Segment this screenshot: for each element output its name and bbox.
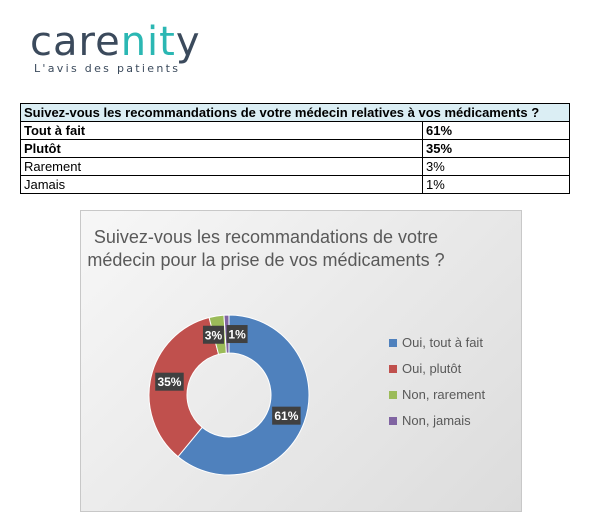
data-label-text: 1% [228, 328, 246, 342]
legend-label: Oui, plutôt [402, 361, 462, 376]
data-label-text: 35% [157, 375, 181, 389]
data-label-box [155, 372, 184, 391]
table-row: Jamais 1% [20, 175, 570, 194]
donut-slice-non-jamais [223, 314, 230, 354]
data-labels: 61% 35% 3% 1% [155, 325, 301, 425]
table-header-row: Suivez-vous les recommandations de votre… [20, 103, 570, 122]
legend-swatch [389, 391, 397, 399]
row-value: 3% [422, 157, 570, 176]
row-value: 61% [422, 121, 570, 140]
row-label: Plutôt [20, 139, 423, 158]
legend-item-non-jamais: Non, jamais [389, 413, 471, 428]
logo-word-right: y [175, 19, 201, 65]
row-label: Jamais [20, 175, 423, 194]
legend-item-oui-plutot: Oui, plutôt [389, 361, 462, 376]
data-label-non-jamais: 1% [226, 325, 248, 344]
table-row: Tout à fait 61% [20, 121, 570, 140]
logo-wordmark: carenity [30, 18, 201, 66]
table-row: Plutôt 35% [20, 139, 570, 158]
chart-title-line-1: Suivez-vous les recommandations de votre [94, 227, 438, 247]
donut-chart: Suivez-vous les recommandations de votre… [80, 210, 522, 512]
row-value: 1% [422, 175, 570, 194]
logo-word-left: care [30, 19, 121, 65]
logo-word-mid: nit [120, 19, 176, 65]
row-label: Tout à fait [20, 121, 423, 140]
data-label-non-rarement: 3% [202, 325, 224, 344]
chart-svg: Suivez-vous les recommandations de votre… [87, 227, 485, 476]
legend-swatch [389, 417, 397, 425]
table-question: Suivez-vous les recommandations de votre… [20, 103, 570, 122]
data-label-box [272, 406, 301, 425]
chart-title-line-2: médecin pour la prise de vos médicaments… [87, 250, 444, 270]
legend-label: Non, rarement [402, 387, 485, 402]
row-label: Rarement [20, 157, 423, 176]
data-label-text: 3% [205, 328, 223, 342]
carenity-logo: carenity L'avis des patients [30, 18, 230, 78]
legend-label: Oui, tout à fait [402, 335, 483, 350]
donut-slice-oui-tout-a-fait [177, 314, 310, 476]
table-row: Rarement 3% [20, 157, 570, 176]
legend-item-oui-tout-a-fait: Oui, tout à fait [389, 335, 483, 350]
data-label-oui-plutot: 35% [155, 372, 184, 391]
data-label-oui-tout-a-fait: 61% [272, 406, 301, 425]
legend-label: Non, jamais [402, 413, 471, 428]
legend-item-non-rarement: Non, rarement [389, 387, 485, 402]
data-label-box [202, 325, 224, 344]
legend-swatch [389, 365, 397, 373]
data-label-box [226, 325, 248, 344]
row-value: 35% [422, 139, 570, 158]
data-label-text: 61% [274, 409, 298, 423]
logo-tagline: L'avis des patients [34, 62, 181, 75]
donut-slice-oui-plutot [148, 316, 220, 458]
chart-legend: Oui, tout à fait Oui, plutôt Non, rarement… [389, 335, 485, 428]
legend-swatch [389, 339, 397, 347]
results-table: Suivez-vous les recommandations de votre… [20, 103, 570, 194]
